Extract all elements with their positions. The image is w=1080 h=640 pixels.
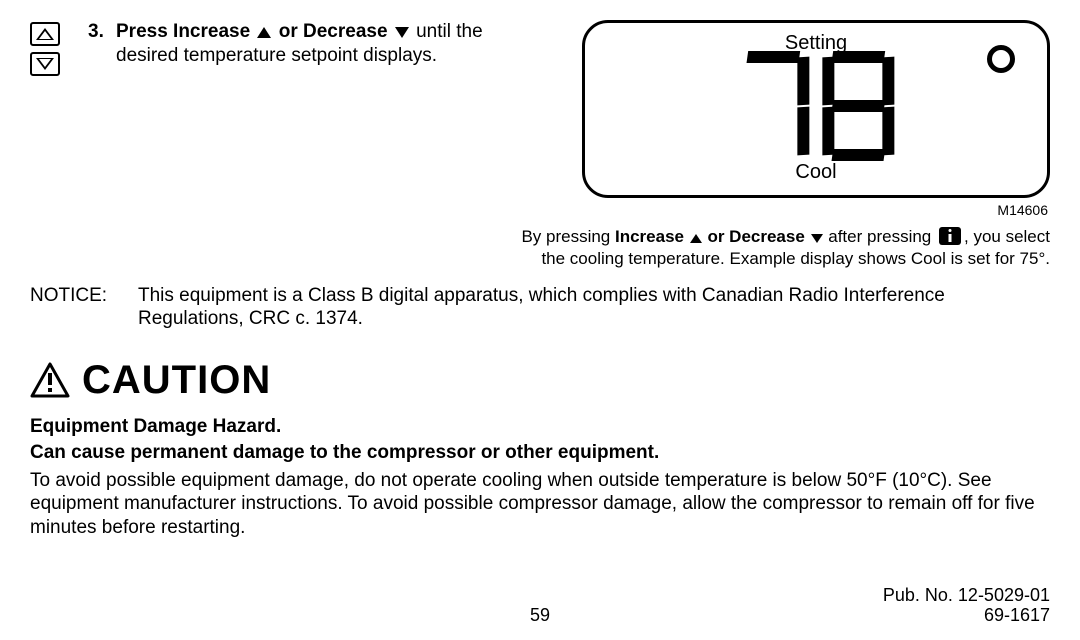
caution-body: To avoid possible equipment damage, do n… xyxy=(30,469,1050,540)
digit-7 xyxy=(737,51,809,161)
notice-text: This equipment is a Class B digital appa… xyxy=(138,284,1050,332)
up-down-buttons-illustration xyxy=(30,20,88,82)
info-icon xyxy=(939,227,961,245)
up-triangle-icon xyxy=(690,234,702,243)
warning-triangle-icon xyxy=(30,362,70,398)
publication-number: Pub. No. 12-5029-01 69-1617 xyxy=(883,585,1050,626)
page: 3. Press Increase or Decrease until the … xyxy=(0,0,1080,640)
top-row: 3. Press Increase or Decrease until the … xyxy=(30,20,1050,226)
caution-block: CAUTION Equipment Damage Hazard. Can cau… xyxy=(30,355,1050,540)
step-number: 3. xyxy=(88,20,116,44)
degree-icon xyxy=(987,45,1015,73)
explain-caption: By pressing Increase or Decrease after p… xyxy=(180,226,1050,270)
lcd-column: Setting xyxy=(570,20,1050,226)
lcd-display: Setting xyxy=(582,20,1050,198)
step-instruction: Press Increase or Decrease until the des… xyxy=(116,20,550,68)
hazard-title: Equipment Damage Hazard. xyxy=(30,415,1050,439)
down-triangle-icon xyxy=(811,234,823,243)
down-triangle-icon xyxy=(395,27,409,38)
model-code: M14606 xyxy=(570,202,1048,220)
caution-title: CAUTION xyxy=(82,355,271,405)
caution-header: CAUTION xyxy=(30,355,1050,405)
step-text-col: 3. Press Increase or Decrease until the … xyxy=(88,20,570,68)
increase-button-icon xyxy=(30,22,60,46)
decrease-button-icon xyxy=(30,52,60,76)
notice-row: NOTICE: This equipment is a Class B digi… xyxy=(30,284,1050,332)
lcd-temperature-digits xyxy=(733,51,898,168)
notice-label: NOTICE: xyxy=(30,284,138,332)
lcd-mode-label: Cool xyxy=(795,160,836,185)
hazard-subtitle: Can cause permanent damage to the compre… xyxy=(30,441,1050,465)
page-number: 59 xyxy=(530,604,550,627)
digit-8 xyxy=(823,51,895,161)
up-triangle-icon xyxy=(257,27,271,38)
